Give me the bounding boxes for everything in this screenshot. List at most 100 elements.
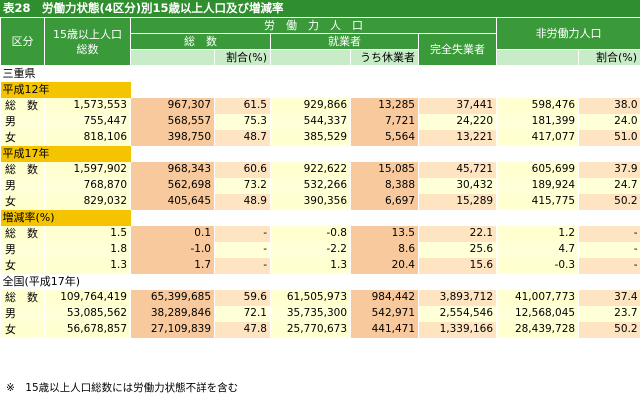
table-row: 男 1.8 -1.0- -2.2 8.6 25.6 4.7- bbox=[0, 241, 640, 258]
row-label: 女 bbox=[0, 321, 45, 338]
cell-unemp: 3,893,712 bbox=[417, 289, 497, 306]
cell-leave: 20.4 bbox=[350, 257, 419, 274]
table-row: 総 数 1,573,553 967,307 61.5 929,866 13,285 37,4… bbox=[0, 97, 640, 114]
cell-emp: 390,356 bbox=[270, 193, 351, 210]
cell-leave: 8.6 bbox=[350, 241, 419, 258]
cell-lf: 0.1 bbox=[130, 225, 215, 242]
table-row: 総 数 1.5 0.1- -0.8 13.5 22.1 1.2- bbox=[0, 225, 640, 242]
group-badge-spacer bbox=[130, 145, 640, 162]
cell-pop: 1.8 bbox=[44, 241, 131, 258]
cell-lfr: - bbox=[214, 225, 271, 242]
row-label: 女 bbox=[0, 193, 45, 210]
cell-lfr: 72.1 bbox=[214, 305, 271, 322]
cell-leave: 8,388 bbox=[350, 177, 419, 194]
header-non-labor: 非労働力人口 bbox=[496, 17, 640, 50]
cell-nlf: 41,007,773 bbox=[496, 289, 579, 306]
cell-nlf: 12,568,045 bbox=[496, 305, 579, 322]
header-pop15-line2: 総数 bbox=[76, 42, 99, 56]
header-ratio2: 割合(%) bbox=[578, 49, 640, 66]
cell-unemp: 30,432 bbox=[417, 177, 497, 194]
cell-nlfr: 50.2 bbox=[578, 193, 640, 210]
cell-leave: 6,697 bbox=[350, 193, 419, 210]
cell-emp: 61,505,973 bbox=[270, 289, 351, 306]
cell-lf: 1.7 bbox=[130, 257, 215, 274]
cell-nlf: 28,439,728 bbox=[496, 321, 579, 338]
row-label: 総 数 bbox=[0, 97, 45, 114]
cell-nlfr: 24.0 bbox=[578, 113, 640, 130]
cell-lf: 967,307 bbox=[130, 97, 215, 114]
cell-nlfr: 23.7 bbox=[578, 305, 640, 322]
cell-emp: -2.2 bbox=[270, 241, 351, 258]
cell-unemp: 24,220 bbox=[417, 113, 497, 130]
cell-leave: 13,285 bbox=[350, 97, 419, 114]
cell-nlfr: - bbox=[578, 225, 640, 242]
cell-leave: 542,971 bbox=[350, 305, 419, 322]
table-row: 男 755,447 568,557 75.3 544,337 7,721 24,220 181… bbox=[0, 113, 640, 130]
cell-pop: 755,447 bbox=[44, 113, 131, 130]
group-badge-spacer bbox=[130, 81, 640, 98]
table-row: 女 1.3 1.7-1.3 20.4 15.6 -0.3- bbox=[0, 257, 640, 274]
table-row: 女 818,106 398,750 48.7 385,529 5,564 13,221 417… bbox=[0, 129, 640, 146]
cell-nlf: 189,924 bbox=[496, 177, 579, 194]
cell-nlf: 181,399 bbox=[496, 113, 579, 130]
cell-unemp: 37,441 bbox=[417, 97, 497, 114]
cell-pop: 109,764,419 bbox=[44, 289, 131, 306]
row-label: 男 bbox=[0, 241, 45, 258]
cell-lfr: - bbox=[214, 241, 271, 258]
cell-pop: 1.3 bbox=[44, 257, 131, 274]
cell-emp: 929,866 bbox=[270, 97, 351, 114]
header-blank bbox=[496, 49, 580, 66]
cell-nlfr: 38.0 bbox=[578, 97, 640, 114]
table-row: 男 768,870 562,698 73.2 532,266 8,388 30,432 189… bbox=[0, 177, 640, 194]
row-label: 総 数 bbox=[0, 225, 45, 242]
header-labor-force: 労 働 力 人 口 bbox=[129, 17, 498, 34]
cell-unemp: 15.6 bbox=[417, 257, 497, 274]
cell-unemp: 13,221 bbox=[417, 129, 497, 146]
cell-lf: 562,698 bbox=[130, 177, 215, 194]
header-on-leave: うち休業者 bbox=[350, 49, 419, 66]
group-heading-row: 平成17年 bbox=[0, 145, 640, 162]
cell-lf: -1.0 bbox=[130, 241, 215, 258]
cell-lfr: 61.5 bbox=[214, 97, 271, 114]
cell-lfr: - bbox=[214, 257, 271, 274]
header-employed: 就業者 bbox=[270, 33, 419, 50]
header-total: 総 数 bbox=[130, 33, 271, 50]
cell-leave: 5,564 bbox=[350, 129, 419, 146]
table-row: 男 53,085,562 38,289,846 72.1 35,735,300 542,9… bbox=[0, 305, 640, 322]
group-badge: 平成12年 bbox=[0, 81, 131, 98]
cell-emp: 922,622 bbox=[270, 161, 351, 178]
section-heading-row: 三重県 bbox=[0, 65, 640, 82]
cell-lfr: 48.7 bbox=[214, 129, 271, 146]
cell-pop: 1,573,553 bbox=[44, 97, 131, 114]
cell-emp: 532,266 bbox=[270, 177, 351, 194]
data-table: 区分 15歳以上人口 総数 労 働 力 人 口 非労働力人口 総 数 就業者 完… bbox=[0, 17, 640, 338]
cell-lf: 38,289,846 bbox=[130, 305, 215, 322]
cell-nlfr: 37.4 bbox=[578, 289, 640, 306]
cell-unemp: 25.6 bbox=[417, 241, 497, 258]
cell-nlf: 1.2 bbox=[496, 225, 579, 242]
cell-pop: 818,106 bbox=[44, 129, 131, 146]
cell-lf: 405,645 bbox=[130, 193, 215, 210]
table-row: 総 数 1,597,902 968,343 60.6 922,622 15,085 45,7… bbox=[0, 161, 640, 178]
header-unemployed: 完全失業者 bbox=[417, 33, 498, 66]
row-label: 総 数 bbox=[0, 161, 45, 178]
row-label: 男 bbox=[0, 177, 45, 194]
row-label: 総 数 bbox=[0, 289, 45, 306]
header-blank bbox=[130, 49, 215, 66]
cell-nlf: 598,476 bbox=[496, 97, 579, 114]
cell-nlf: 415,775 bbox=[496, 193, 579, 210]
cell-unemp: 45,721 bbox=[417, 161, 497, 178]
cell-pop: 1.5 bbox=[44, 225, 131, 242]
group-heading-row: 増減率(%) bbox=[0, 209, 640, 226]
table-row: 女 829,032 405,645 48.9 390,356 6,697 15,289 415… bbox=[0, 193, 640, 210]
cell-nlfr: 51.0 bbox=[578, 129, 640, 146]
cell-lfr: 48.9 bbox=[214, 193, 271, 210]
row-label: 女 bbox=[0, 129, 45, 146]
row-label: 女 bbox=[0, 257, 45, 274]
cell-pop: 53,085,562 bbox=[44, 305, 131, 322]
cell-unemp: 22.1 bbox=[417, 225, 497, 242]
cell-lfr: 60.6 bbox=[214, 161, 271, 178]
table-row: 総 数 109,764,419 65,399,685 59.6 61,505,973 98… bbox=[0, 289, 640, 306]
section-heading-row: 全国(平成17年) bbox=[0, 273, 640, 290]
cell-nlf: 4.7 bbox=[496, 241, 579, 258]
